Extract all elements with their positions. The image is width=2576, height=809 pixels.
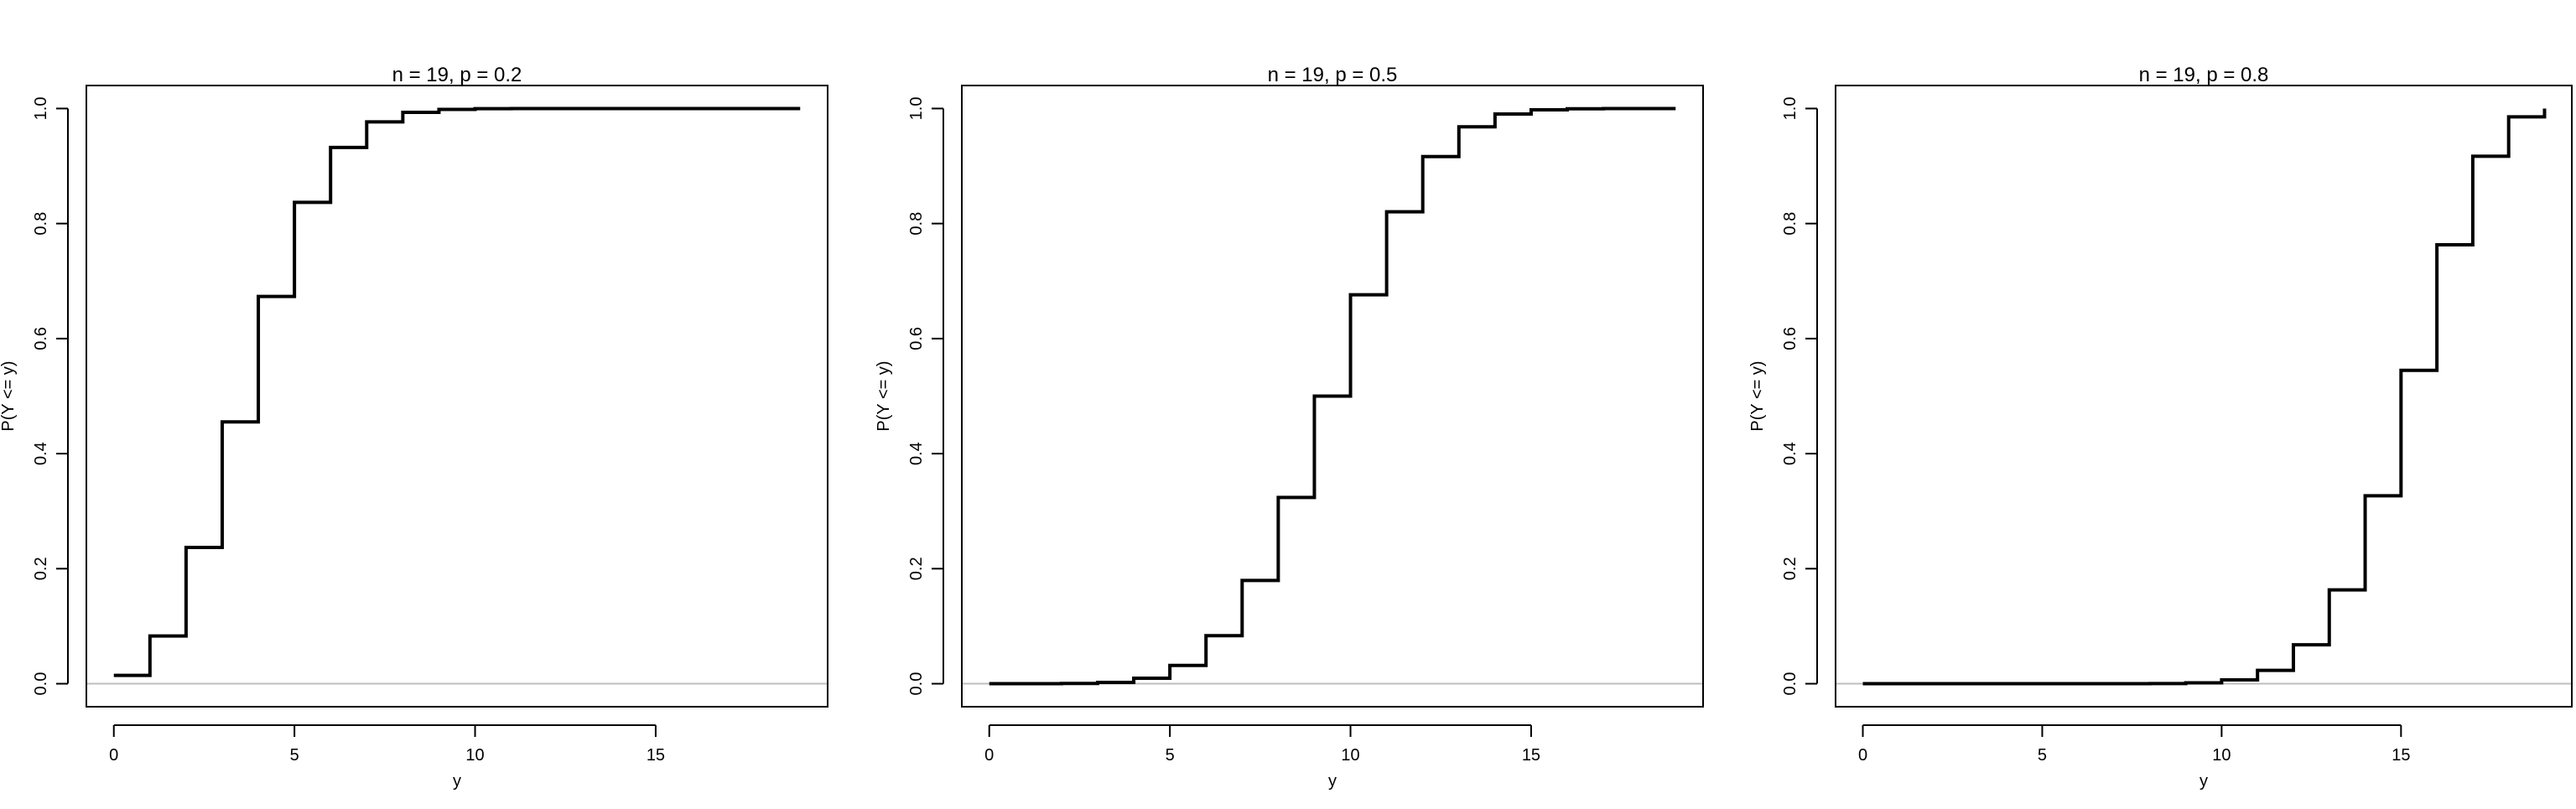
- x-axis-label: y: [2199, 772, 2208, 791]
- chart-panel-1: 0 5 10 15 0.0 0.2 0.4 0.6 0.8 1.0 n = 19, p = 0.2 y…: [0, 64, 828, 791]
- y-axis-label: P(Y <= y): [0, 360, 18, 431]
- y-tick-label: 1.0: [32, 97, 50, 121]
- x-tick-label: 0: [1858, 746, 1867, 765]
- y-tick-label: 0.2: [907, 557, 926, 580]
- x-tick-label: 15: [2392, 746, 2410, 765]
- y-tick-label: 0.0: [1781, 672, 1800, 696]
- plot-frame: [1835, 85, 2573, 708]
- y-tick-label: 0.4: [1781, 442, 1800, 465]
- plot-frame: [86, 85, 828, 708]
- cdf-step-line: [113, 106, 801, 677]
- x-tick-label: 5: [290, 746, 299, 765]
- chart-title: n = 19, p = 0.5: [1268, 64, 1398, 86]
- x-tick-label: 10: [2212, 746, 2231, 765]
- y-tick-label: 0.2: [1781, 557, 1800, 580]
- y-tick-label: 0.6: [1781, 327, 1800, 350]
- plot-frame: [961, 85, 1704, 708]
- y-tick-label: 0.0: [32, 672, 50, 696]
- y-tick-label: 0.6: [907, 327, 926, 350]
- y-tick-label: 0.4: [32, 442, 50, 465]
- chart-title: n = 19, p = 0.8: [2139, 64, 2269, 86]
- y-tick-label: 0.8: [1781, 212, 1800, 236]
- y-tick-label: 0.6: [32, 327, 50, 350]
- x-tick-label: 0: [109, 746, 118, 765]
- x-tick-label: 10: [1341, 746, 1359, 765]
- x-tick-label: 5: [1166, 746, 1175, 765]
- chart-panel-2: 0 5 10 15 0.0 0.2 0.4 0.6 0.8 1.0 n = 19, p = 0.5 y…: [875, 64, 1704, 791]
- chart-title: n = 19, p = 0.2: [392, 64, 522, 86]
- x-tick-label: 10: [465, 746, 484, 765]
- y-axis-label: P(Y <= y): [875, 360, 893, 431]
- chart-panel-3: 0 5 10 15 0.0 0.2 0.4 0.6 0.8 1.0 n = 19, p = 0.8 y…: [1748, 64, 2573, 791]
- x-tick-label: 0: [984, 746, 994, 765]
- x-tick-label: 5: [2038, 746, 2047, 765]
- x-axis-label: y: [453, 772, 461, 791]
- y-tick-label: 0.2: [32, 557, 50, 580]
- cdf-step-line: [1862, 108, 2547, 686]
- y-tick-label: 0.8: [907, 212, 926, 236]
- y-tick-label: 0.0: [907, 672, 926, 696]
- y-tick-label: 1.0: [907, 97, 926, 121]
- x-tick-label: 15: [647, 746, 665, 765]
- cdf-step-line: [989, 106, 1676, 686]
- y-tick-label: 0.4: [907, 442, 926, 465]
- x-tick-label: 15: [1522, 746, 1540, 765]
- x-axis-label: y: [1328, 772, 1337, 791]
- y-axis-label: P(Y <= y): [1748, 360, 1767, 431]
- y-tick-label: 1.0: [1781, 97, 1800, 121]
- y-tick-label: 0.8: [32, 212, 50, 236]
